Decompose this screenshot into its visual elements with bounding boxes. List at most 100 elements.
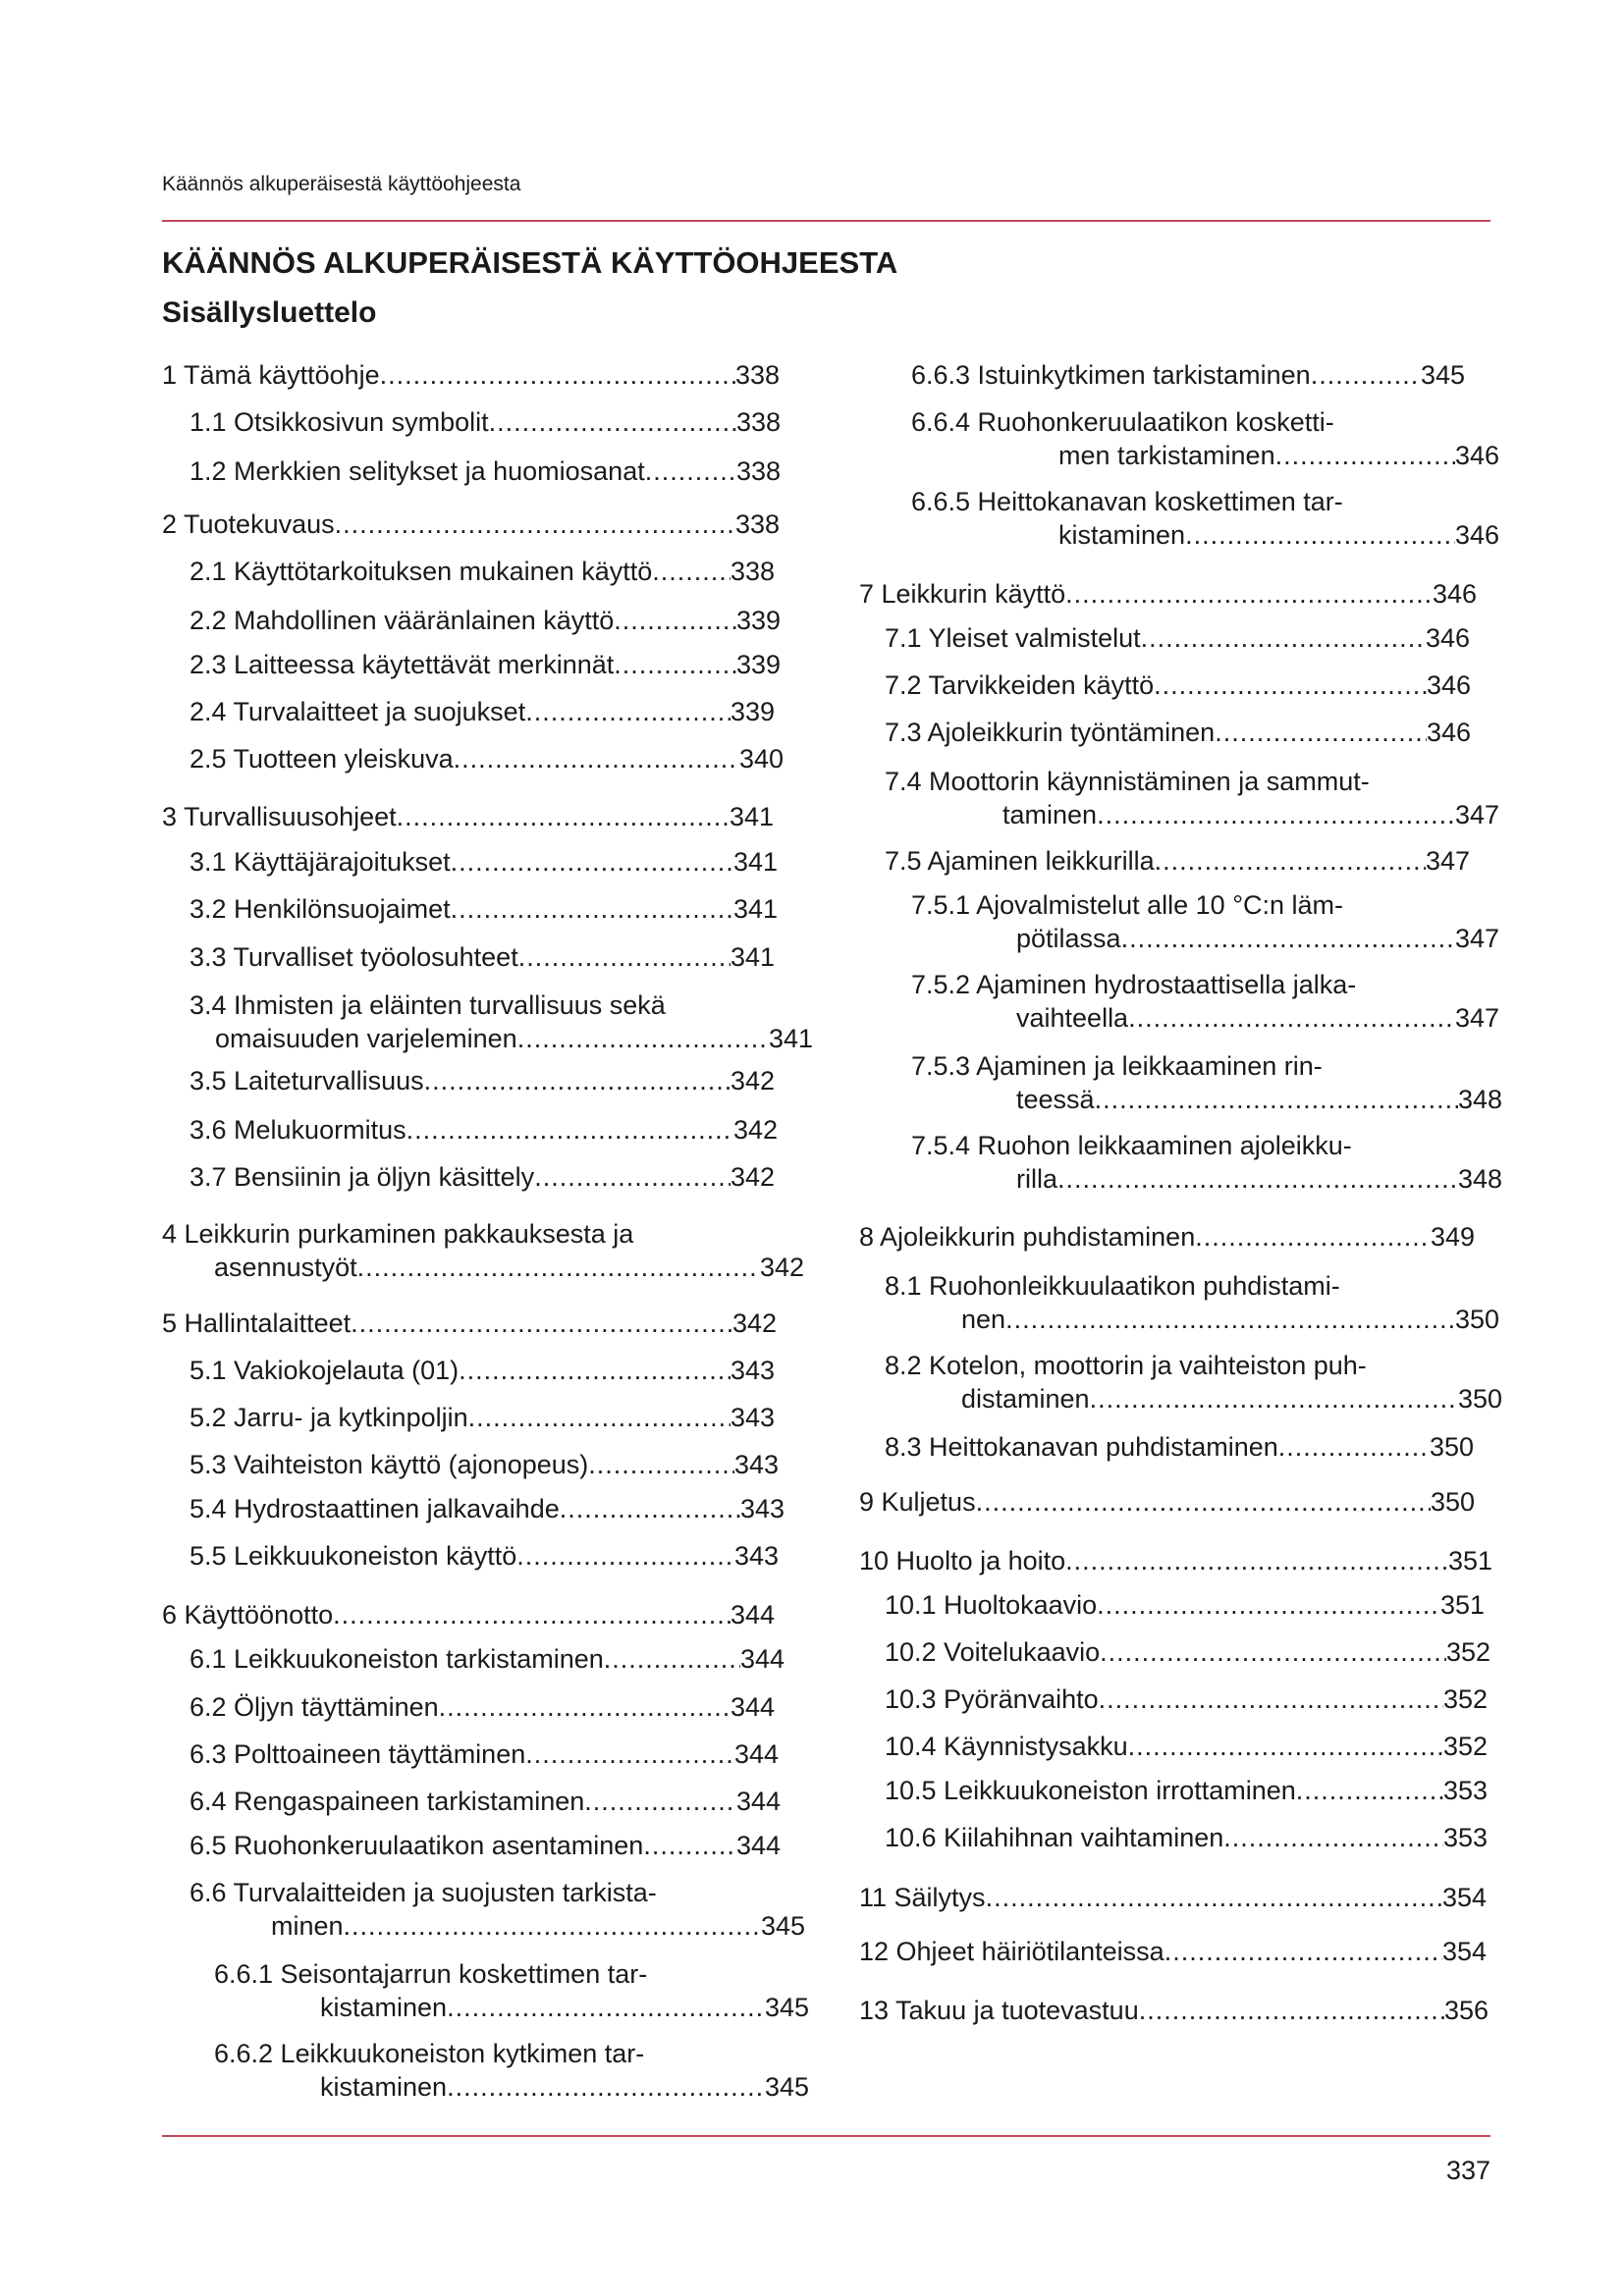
- toc-entry[interactable]: 7.5.4 Ruohon leikkaaminen ajoleikku-rill…: [911, 1129, 1502, 1196]
- toc-entry[interactable]: 7.4 Moottorin käynnistäminen ja sammut-t…: [885, 765, 1499, 831]
- toc-entry-title: 6.1 Leikkuukoneiston tarkistaminen: [189, 1644, 604, 1674]
- toc-entry[interactable]: 3.7 Bensiinin ja öljyn käsittely........…: [189, 1160, 775, 1194]
- toc-entry-title: 3.7 Bensiinin ja öljyn käsittely: [189, 1162, 535, 1192]
- toc-entry[interactable]: 7.5 Ajaminen leikkurilla................…: [885, 844, 1470, 878]
- toc-entry-title: nen: [961, 1305, 1006, 1334]
- toc-entry[interactable]: 3.4 Ihmisten ja eläinten turvallisuus se…: [189, 988, 813, 1055]
- toc-entry[interactable]: 7.2 Tarvikkeiden käyttö.................…: [885, 668, 1471, 702]
- toc-page-number: 338: [735, 456, 781, 486]
- dot-leader: ........................................…: [467, 1403, 731, 1432]
- toc-entry[interactable]: 10.5 Leikkuukoneiston irrottaminen......…: [885, 1774, 1488, 1807]
- dot-leader: ........................................…: [1215, 718, 1427, 747]
- toc-entry-title: 3.3 Turvalliset työolosuhteet: [189, 942, 518, 972]
- toc-entry-title: 2.2 Mahdollinen vääränlainen käyttö: [189, 606, 615, 635]
- dot-leader: ........................................…: [1098, 1684, 1443, 1714]
- toc-entry[interactable]: 7.3 Ajoleikkurin työntäminen............…: [885, 716, 1471, 749]
- toc-page-number: 344: [730, 1692, 775, 1722]
- toc-entry[interactable]: 6.4 Rengaspaineen tarkistaminen.........…: [189, 1785, 781, 1818]
- toc-entry-title: 2.4 Turvalaitteet ja suojukset: [189, 697, 526, 726]
- toc-page-number: 345: [764, 2072, 809, 2102]
- dot-leader: ........................................…: [356, 1253, 760, 1282]
- toc-page-number: 354: [1441, 1937, 1487, 1966]
- toc-page-number: 346: [1454, 441, 1499, 470]
- toc-page-number: 346: [1454, 520, 1499, 550]
- dot-leader: ........................................…: [588, 1450, 734, 1479]
- toc-entry[interactable]: 10.6 Kiilahihnan vaihtaminen............…: [885, 1821, 1488, 1854]
- toc-entry[interactable]: 5.4 Hydrostaattinen jalkavaihde.........…: [189, 1492, 785, 1525]
- toc-entry-title: 10.3 Pyöränvaihto: [885, 1684, 1099, 1714]
- dot-leader: ........................................…: [1100, 1637, 1446, 1667]
- toc-entry[interactable]: 11 Säilytys.............................…: [859, 1881, 1487, 1914]
- toc-entry[interactable]: 7.5.1 Ajovalmistelut alle 10 °C:n läm-pö…: [911, 888, 1499, 955]
- toc-entry-title: 8 Ajoleikkurin puhdistaminen: [859, 1222, 1196, 1252]
- toc-entry[interactable]: 10.3 Pyöränvaihto.......................…: [885, 1682, 1488, 1716]
- toc-page-number: 348: [1457, 1164, 1502, 1194]
- toc-entry-title: 11 Säilytys: [859, 1883, 986, 1912]
- toc-entry[interactable]: 3.2 Henkilönsuojaimet...................…: [189, 892, 778, 926]
- toc-page-number: 348: [1457, 1085, 1502, 1114]
- toc-entry[interactable]: 7.1 Yleiset valmistelut.................…: [885, 621, 1470, 655]
- toc-entry-title: 5.5 Leikkuukoneiston käyttö: [189, 1541, 517, 1571]
- toc-entry[interactable]: 10.4 Käynnistysakku.....................…: [885, 1730, 1488, 1763]
- toc-entry[interactable]: 2.4 Turvalaitteet ja suojukset..........…: [189, 695, 775, 728]
- toc-entry[interactable]: 1 Tämä käyttöohje.......................…: [162, 358, 780, 392]
- toc-entry[interactable]: 5.3 Vaihteiston käyttö (ajonopeus)......…: [189, 1448, 779, 1481]
- toc-entry-title: 10 Huolto ja hoito: [859, 1546, 1066, 1575]
- toc-entry[interactable]: 7 Leikkurin käyttö......................…: [859, 577, 1477, 611]
- toc-entry[interactable]: 6.3 Polttoaineen täyttäminen............…: [189, 1737, 779, 1771]
- toc-page-number: 354: [1441, 1883, 1487, 1912]
- toc-entry[interactable]: 7.5.2 Ajaminen hydrostaattisella jalka-v…: [911, 968, 1499, 1035]
- dot-leader: ........................................…: [343, 1911, 761, 1941]
- toc-entry[interactable]: 2.3 Laitteessa käytettävät merkinnät....…: [189, 648, 781, 681]
- toc-entry[interactable]: 9 Kuljetus..............................…: [859, 1485, 1475, 1519]
- toc-entry[interactable]: 12 Ohjeet häiriötilanteissa.............…: [859, 1935, 1487, 1968]
- toc-entry[interactable]: 6.6.5 Heittokanavan koskettimen tar-kist…: [911, 485, 1499, 552]
- toc-entry[interactable]: 6.6.3 Istuinkytkimen tarkistaminen......…: [911, 358, 1465, 392]
- toc-entry[interactable]: 6.5 Ruohonkeruulaatikon asentaminen.....…: [189, 1829, 781, 1862]
- toc-entry[interactable]: 5.1 Vakiokojelauta (01).................…: [189, 1354, 775, 1387]
- toc-page-number: 341: [729, 802, 774, 831]
- toc-entry[interactable]: 6.6.2 Leikkuukoneiston kytkimen tar-kist…: [214, 2037, 809, 2104]
- toc-entry[interactable]: 7.5.3 Ajaminen ja leikkaaminen rin-teess…: [911, 1049, 1502, 1116]
- dot-leader: ........................................…: [1128, 1003, 1455, 1033]
- toc-entry[interactable]: 3.5 Laiteturvallisuus...................…: [189, 1064, 775, 1097]
- toc-page-number: 346: [1432, 579, 1477, 609]
- toc-entry[interactable]: 6 Käyttöönotto..........................…: [162, 1598, 775, 1631]
- toc-entry[interactable]: 3 Turvallisuusohjeet....................…: [162, 800, 774, 833]
- dot-leader: ........................................…: [1127, 1732, 1443, 1761]
- toc-entry[interactable]: 8 Ajoleikkurin puhdistaminen............…: [859, 1220, 1475, 1254]
- toc-entry[interactable]: 8.3 Heittokanavan puhdistaminen.........…: [885, 1430, 1474, 1464]
- toc-entry[interactable]: 1.2 Merkkien selitykset ja huomiosanat..…: [189, 454, 781, 488]
- toc-entry[interactable]: 6.6.4 Ruohonkeruulaatikon kosketti-men t…: [911, 405, 1499, 472]
- dot-leader: ........................................…: [453, 744, 739, 774]
- toc-entry[interactable]: 10.2 Voitelukaavio......................…: [885, 1635, 1490, 1669]
- toc-entry[interactable]: 6.2 Öljyn täyttäminen...................…: [189, 1690, 775, 1724]
- toc-entry[interactable]: 2.5 Tuotteen yleiskuva..................…: [189, 742, 784, 775]
- toc-entry[interactable]: 2.1 Käyttötarkoituksen mukainen käyttö..…: [189, 555, 775, 588]
- toc-entry[interactable]: 6.6 Turvalaitteiden ja suojusten tarkist…: [189, 1876, 805, 1943]
- toc-entry[interactable]: 10 Huolto ja hoito......................…: [859, 1544, 1492, 1577]
- toc-entry[interactable]: 1.1 Otsikkosivun symbolit...............…: [189, 405, 781, 439]
- toc-entry[interactable]: 3.1 Käyttäjärajoitukset.................…: [189, 845, 778, 879]
- toc-page-number: 347: [1454, 924, 1499, 953]
- toc-entry-title: 5.4 Hydrostaattinen jalkavaihde: [189, 1494, 560, 1523]
- toc-entry[interactable]: 5.5 Leikkuukoneiston käyttö.............…: [189, 1539, 779, 1573]
- dot-leader: ........................................…: [516, 1024, 769, 1053]
- toc-entry[interactable]: 5 Hallintalaitteet......................…: [162, 1307, 777, 1340]
- toc-entry[interactable]: 13 Takuu ja tuotevastuu.................…: [859, 1994, 1489, 2027]
- dot-leader: ........................................…: [438, 1692, 731, 1722]
- dot-leader: ........................................…: [351, 1308, 732, 1338]
- toc-entry[interactable]: 8.1 Ruohonleikkuulaatikon puhdistami-nen…: [885, 1269, 1499, 1336]
- dot-leader: ........................................…: [379, 360, 735, 390]
- toc-entry[interactable]: 2.2 Mahdollinen vääränlainen käyttö.....…: [189, 604, 781, 637]
- toc-entry[interactable]: 2 Tuotekuvaus...........................…: [162, 507, 780, 541]
- toc-entry[interactable]: 6.1 Leikkuukoneiston tarkistaminen......…: [189, 1642, 785, 1676]
- toc-entry[interactable]: 5.2 Jarru- ja kytkinpoljin..............…: [189, 1401, 775, 1434]
- toc-entry[interactable]: 6.6.1 Seisontajarrun koskettimen tar-kis…: [214, 1957, 809, 2024]
- toc-entry[interactable]: 3.3 Turvalliset työolosuhteet...........…: [189, 940, 775, 974]
- toc-entry[interactable]: 3.6 Melukuormitus.......................…: [189, 1113, 778, 1147]
- toc-entry[interactable]: 4 Leikkurin purkaminen pakkauksesta ja as…: [162, 1217, 804, 1284]
- toc-entry[interactable]: 10.1 Huoltokaavio.......................…: [885, 1588, 1485, 1622]
- toc-entry[interactable]: 8.2 Kotelon, moottorin ja vaihteiston pu…: [885, 1349, 1502, 1415]
- toc-entry-title: 7.3 Ajoleikkurin työntäminen: [885, 718, 1216, 747]
